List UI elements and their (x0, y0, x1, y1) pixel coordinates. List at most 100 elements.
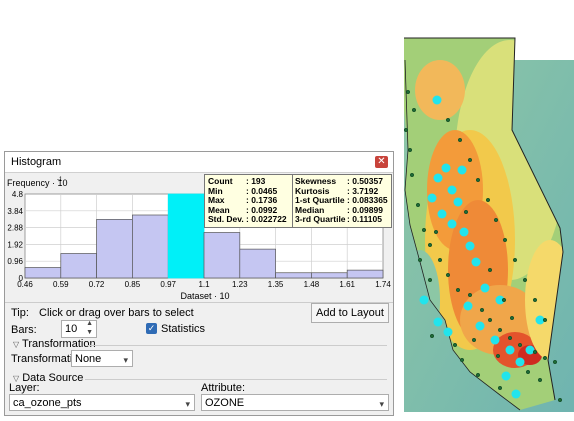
histogram-bar[interactable] (60, 253, 97, 279)
station-point[interactable] (532, 297, 538, 303)
histogram-window[interactable]: Histogram ✕ Frequency · 10 -1 0 0.96 1.92 2… (4, 151, 394, 416)
ozone-point[interactable] (535, 315, 545, 325)
ozone-point[interactable] (441, 163, 451, 173)
station-point[interactable] (487, 317, 493, 323)
ozone-point[interactable] (427, 193, 437, 203)
station-point[interactable] (433, 229, 439, 235)
station-point[interactable] (421, 227, 427, 233)
ozone-point[interactable] (505, 345, 515, 355)
stepper-arrows-icon[interactable]: ▲ ▼ (86, 320, 93, 336)
histogram-bar[interactable] (275, 272, 312, 279)
station-point[interactable] (497, 327, 503, 333)
station-point[interactable] (467, 292, 473, 298)
station-point[interactable] (479, 307, 485, 313)
ozone-point[interactable] (419, 295, 429, 305)
ozone-point[interactable] (447, 185, 457, 195)
station-point[interactable] (525, 369, 531, 375)
ozone-point[interactable] (465, 241, 475, 251)
station-point[interactable] (475, 177, 481, 183)
ozone-point[interactable] (501, 371, 511, 381)
station-point[interactable] (475, 372, 481, 378)
add-to-layout-button[interactable]: Add to Layout (311, 303, 389, 323)
chevron-down-icon: ▾ (185, 399, 190, 409)
station-point[interactable] (417, 257, 423, 263)
histogram-bar[interactable] (132, 214, 169, 279)
station-point[interactable] (501, 297, 507, 303)
histogram-bar[interactable] (24, 267, 62, 279)
station-point[interactable] (409, 172, 415, 178)
station-point[interactable] (493, 217, 499, 223)
ozone-point[interactable] (490, 335, 500, 345)
station-point[interactable] (487, 267, 493, 273)
station-point[interactable] (455, 287, 461, 293)
bars[interactable] (24, 193, 384, 279)
station-point[interactable] (467, 157, 473, 163)
ozone-point[interactable] (475, 321, 485, 331)
station-point[interactable] (405, 89, 411, 95)
station-point[interactable] (495, 353, 501, 359)
histogram-bar[interactable] (167, 193, 205, 279)
ozone-point[interactable] (511, 389, 521, 399)
ozone-point[interactable] (480, 283, 490, 293)
transformation-section-header[interactable]: ▽ Transformation (13, 338, 96, 350)
station-point[interactable] (509, 315, 515, 321)
attribute-select[interactable]: OZONE ▾ (201, 394, 389, 411)
station-point[interactable] (445, 272, 451, 278)
ozone-point[interactable] (463, 301, 473, 311)
monitoring-points[interactable] (403, 89, 563, 403)
station-point[interactable] (537, 377, 543, 383)
station-point[interactable] (552, 359, 558, 365)
ozone-point[interactable] (433, 317, 443, 327)
ozone-point[interactable] (495, 295, 505, 305)
ozone-point[interactable] (433, 173, 443, 183)
histogram-bar[interactable] (96, 219, 133, 279)
ozone-point[interactable] (471, 257, 481, 267)
station-point[interactable] (427, 242, 433, 248)
close-icon[interactable]: ✕ (375, 156, 388, 168)
station-point[interactable] (415, 202, 421, 208)
histogram-bar[interactable] (346, 269, 384, 279)
station-point[interactable] (411, 107, 417, 113)
station-point[interactable] (542, 317, 548, 323)
ozone-point[interactable] (453, 197, 463, 207)
station-point[interactable] (471, 337, 477, 343)
station-point[interactable] (463, 209, 469, 215)
histogram-bar[interactable] (311, 272, 348, 279)
station-point[interactable] (452, 342, 458, 348)
station-point[interactable] (532, 349, 538, 355)
bars-stepper[interactable]: 10 ▲ ▼ (61, 320, 97, 338)
ozone-point[interactable] (447, 219, 457, 229)
station-point[interactable] (429, 333, 435, 339)
station-point[interactable] (407, 147, 413, 153)
ozone-point[interactable] (515, 357, 525, 367)
ozone-point[interactable] (459, 227, 469, 237)
station-point[interactable] (517, 342, 523, 348)
ozone-point[interactable] (432, 95, 442, 105)
station-point[interactable] (437, 257, 443, 263)
ozone-point[interactable] (443, 327, 453, 337)
statistics-checkbox[interactable]: ✓ (146, 323, 157, 334)
station-point[interactable] (445, 117, 451, 123)
station-point[interactable] (522, 277, 528, 283)
ozone-point[interactable] (457, 165, 467, 175)
station-point[interactable] (507, 335, 513, 341)
station-point[interactable] (557, 397, 563, 403)
data-source-section-header[interactable]: ▽ Data Source (13, 372, 83, 384)
transformation-select[interactable]: None ▾ (71, 350, 133, 367)
station-point[interactable] (502, 237, 508, 243)
title-bar[interactable]: Histogram ✕ (5, 152, 393, 173)
layer-select[interactable]: ca_ozone_pts ▾ (9, 394, 195, 411)
histogram-bar[interactable] (239, 248, 276, 279)
histogram-bar[interactable] (203, 232, 241, 279)
station-point[interactable] (403, 127, 409, 133)
station-point[interactable] (457, 137, 463, 143)
station-point[interactable] (485, 197, 491, 203)
ozone-point[interactable] (525, 345, 535, 355)
station-point[interactable] (497, 385, 503, 391)
station-point[interactable] (427, 277, 433, 283)
station-point[interactable] (542, 355, 548, 361)
station-point[interactable] (512, 257, 518, 263)
ozone-point[interactable] (437, 209, 447, 219)
station-point[interactable] (459, 357, 465, 363)
